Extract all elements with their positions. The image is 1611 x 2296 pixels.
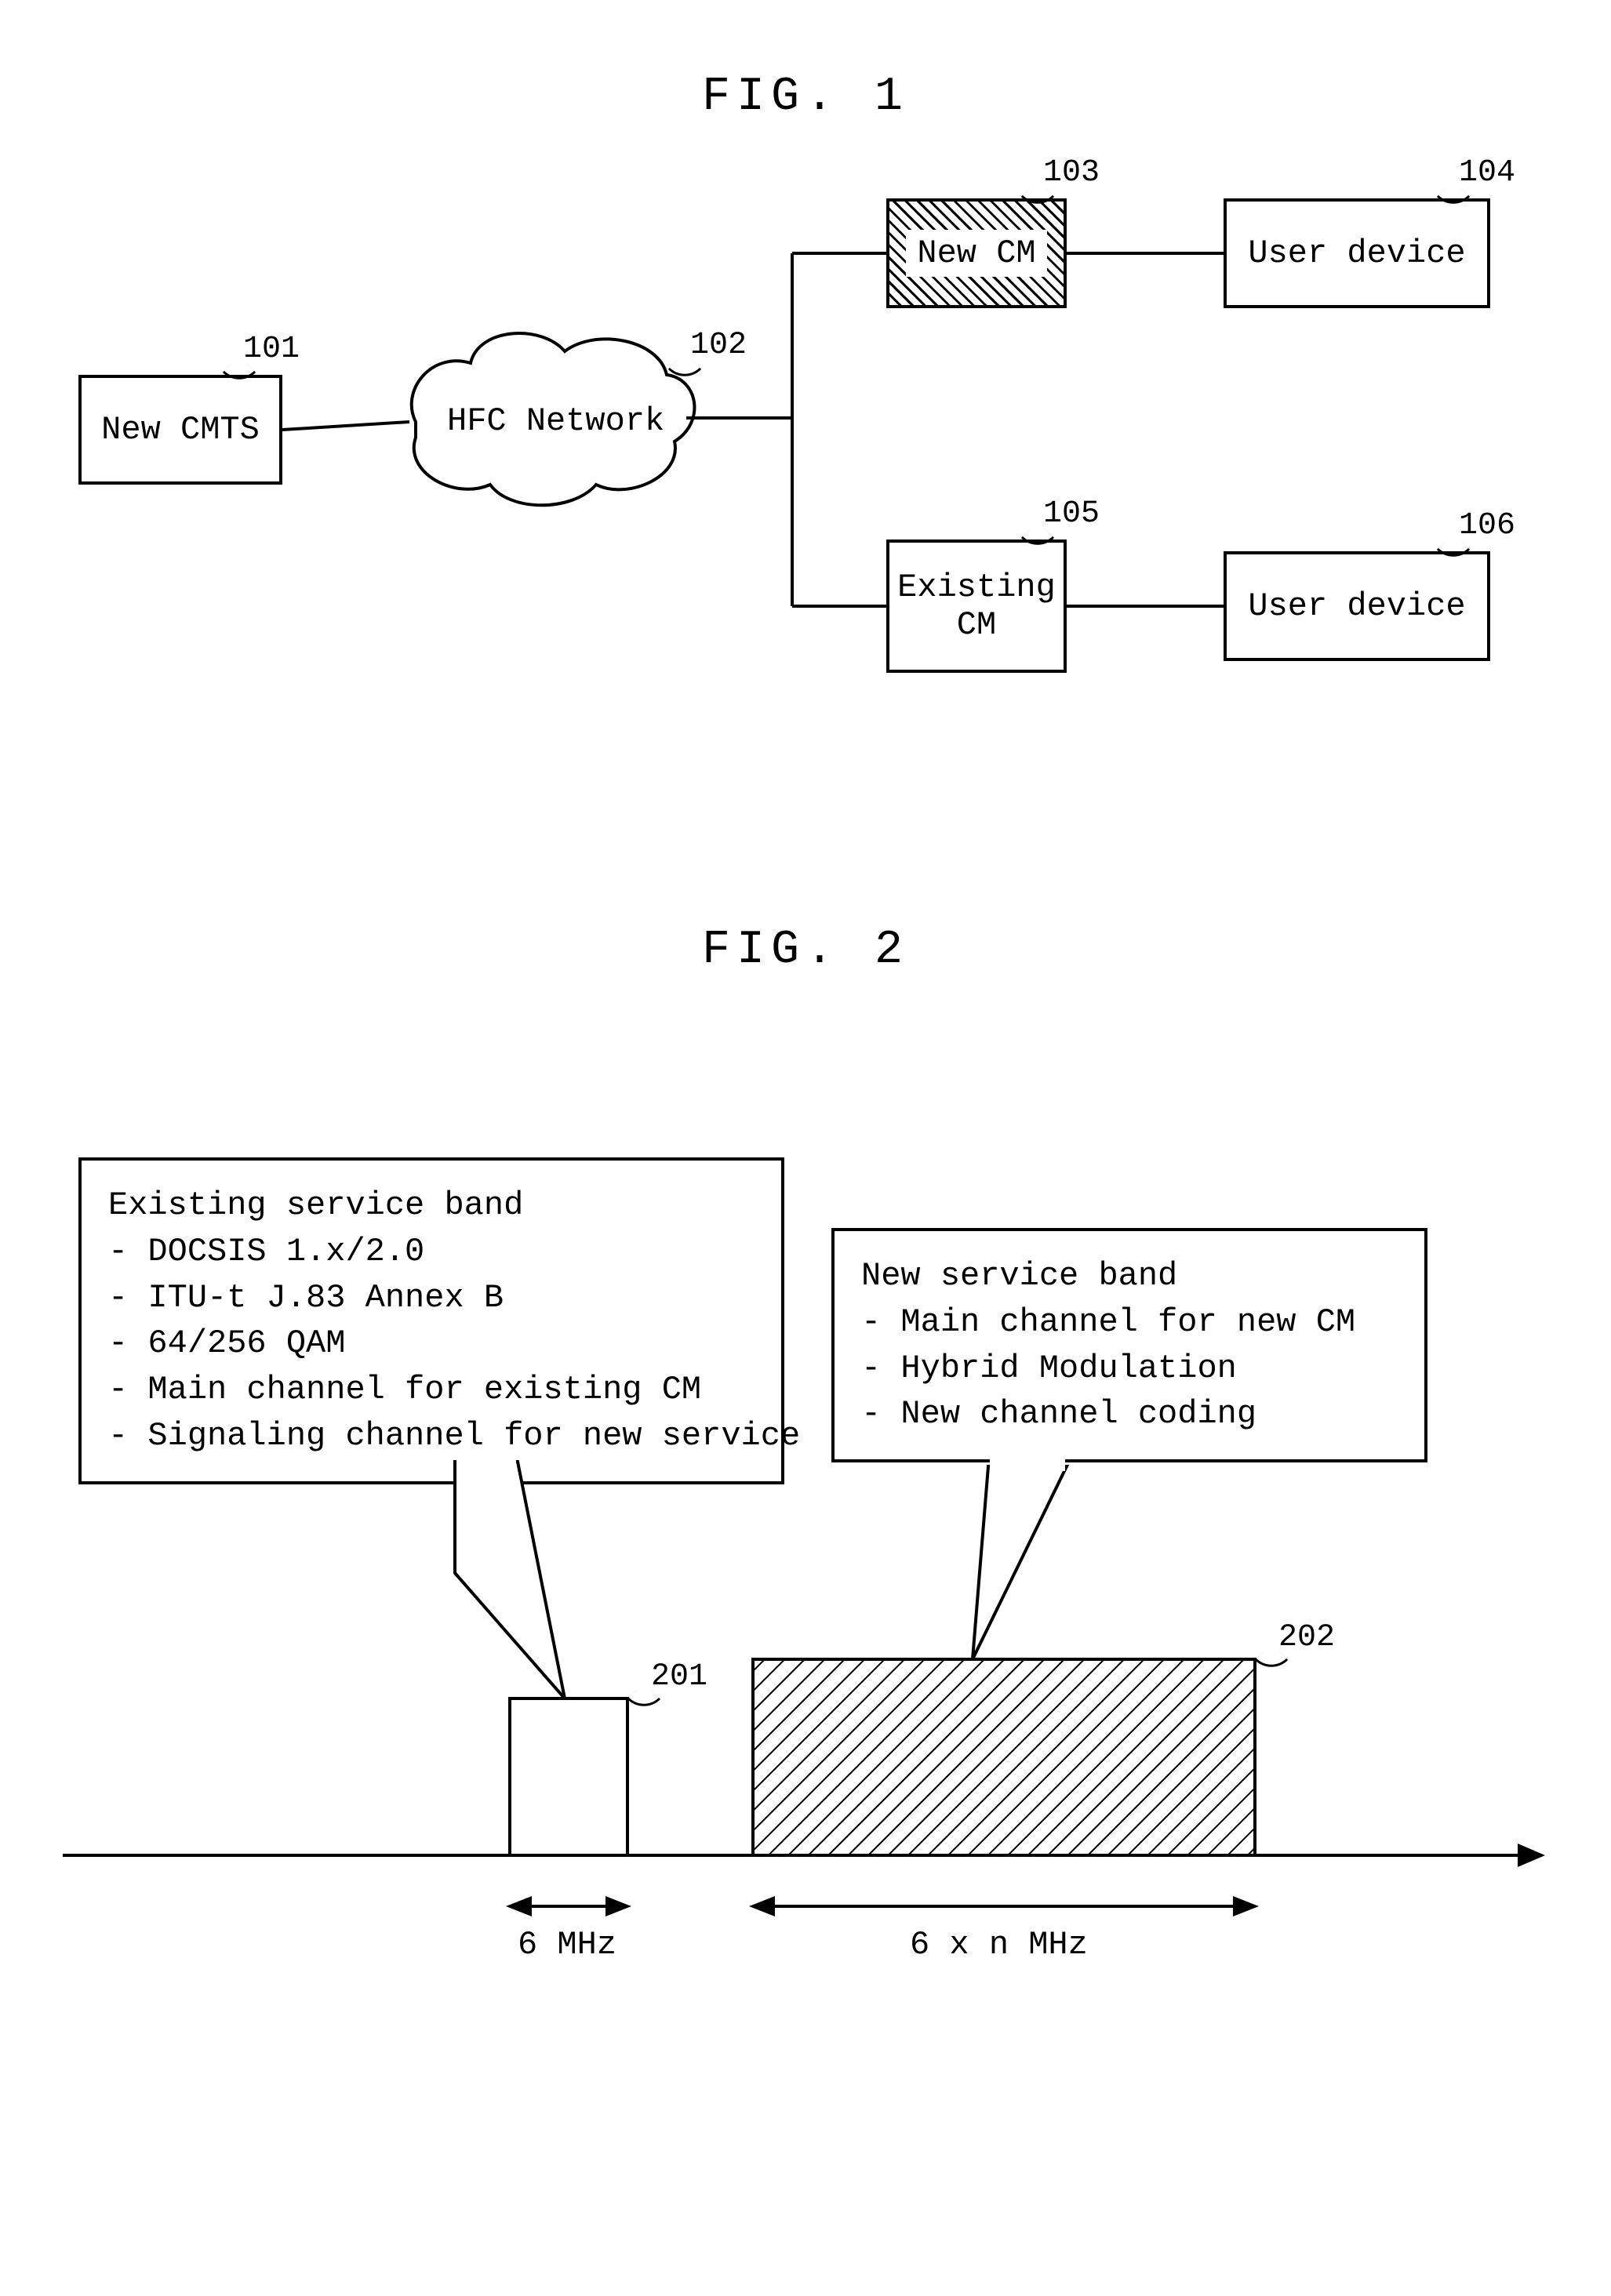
callout1-line2: - 64/256 QAM: [108, 1321, 755, 1367]
ref-106: 106: [1459, 508, 1515, 543]
axis-arrowhead: [1518, 1844, 1545, 1867]
ref-104: 104: [1459, 155, 1515, 191]
callout1-title: Existing service band: [108, 1183, 755, 1229]
callout2-title: New service band: [861, 1253, 1398, 1299]
ref-101: 101: [243, 332, 300, 367]
band1-rect: [510, 1698, 627, 1855]
ref-202: 202: [1278, 1620, 1335, 1655]
callout2-line1: - Hybrid Modulation: [861, 1346, 1398, 1392]
node-existcm-label: Existing CM: [897, 569, 1056, 644]
node-newcm: New CM: [886, 198, 1067, 308]
node-user1-label: User device: [1248, 234, 1465, 272]
fig2-title: FIG. 2: [31, 924, 1580, 977]
callout-new-band: New service band - Main channel for new …: [831, 1228, 1427, 1462]
node-user2-label: User device: [1248, 587, 1465, 625]
node-hfc-label: HFC Network: [447, 402, 664, 440]
callout-existing-band: Existing service band - DOCSIS 1.x/2.0 -…: [78, 1157, 784, 1484]
band2-rect: [753, 1659, 1255, 1855]
fig2-diagram: Existing service band - DOCSIS 1.x/2.0 -…: [31, 1134, 1580, 2036]
callout2-line2: - New channel coding: [861, 1391, 1398, 1437]
band2-width-label: 6 x n MHz: [910, 1926, 1088, 1964]
callout1-line0: - DOCSIS 1.x/2.0: [108, 1229, 755, 1275]
node-user1: User device: [1224, 198, 1490, 308]
node-existcm: Existing CM: [886, 539, 1067, 673]
callout2-line0: - Main channel for new CM: [861, 1299, 1398, 1346]
callout1-pointer: [455, 1462, 565, 1698]
callout1-line3: - Main channel for existing CM: [108, 1367, 755, 1413]
callout1-line1: - ITU-t J.83 Annex B: [108, 1275, 755, 1321]
ref-201: 201: [651, 1659, 707, 1695]
node-cmts: New CMTS: [78, 375, 282, 485]
ref-102: 102: [690, 328, 747, 363]
callout1-line4: - Signaling channel for new service: [108, 1413, 755, 1459]
fig1-diagram: New CMTS 101 HFC Network 102 New CM 103: [31, 171, 1580, 720]
band1-width-label: 6 MHz: [518, 1926, 616, 1964]
ref-103: 103: [1043, 155, 1100, 191]
ref-105: 105: [1043, 496, 1100, 532]
callout2-pointer: [973, 1466, 1067, 1659]
edge-cmts-hfc: [282, 422, 409, 430]
node-newcm-label: New CM: [906, 230, 1046, 277]
node-cmts-label: New CMTS: [101, 411, 260, 449]
node-user2: User device: [1224, 551, 1490, 661]
fig1-title: FIG. 1: [31, 71, 1580, 124]
